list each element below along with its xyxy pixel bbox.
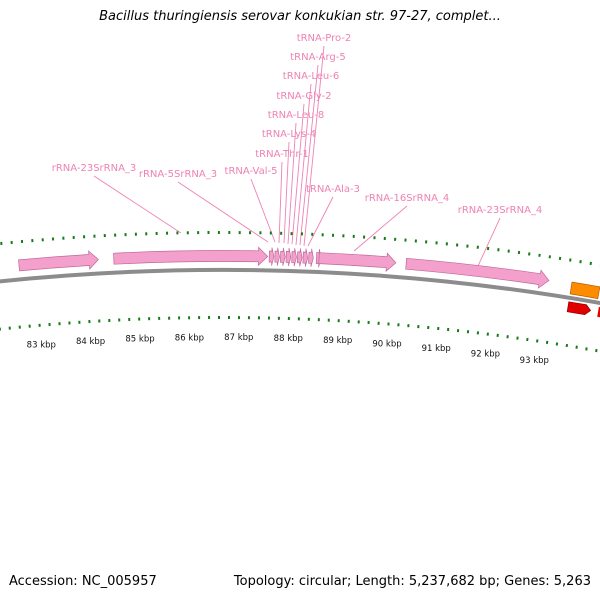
- feature-arrow: [280, 247, 286, 266]
- leader-line: [295, 83, 312, 246]
- feature-track: [18, 246, 550, 289]
- tick-label: 86 kbp: [175, 333, 204, 343]
- inner-tick: [536, 339, 539, 343]
- feature-arrow: [285, 247, 292, 267]
- feature-label: tRNA-Thr-1: [255, 149, 309, 160]
- feature-arrow: [308, 248, 314, 267]
- leader-line: [353, 205, 408, 252]
- tick-label: 90 kbp: [372, 340, 401, 350]
- inner-tick: [585, 347, 588, 351]
- leader-line: [93, 175, 182, 234]
- feature-label: tRNA-Arg-5: [290, 52, 345, 63]
- leader-line: [291, 103, 305, 245]
- leader-line: [287, 122, 297, 245]
- feature-label: rRNA-16SrRNA_4: [365, 193, 450, 204]
- leader-line: [307, 196, 334, 247]
- inner-tick: [575, 345, 578, 349]
- tick-labels: 83 kbp 84 kbp 85 kbp 86 kbp 87 kbp 88 kbp 89 k…: [27, 333, 549, 366]
- leader-line: [299, 64, 319, 246]
- cds-track: [566, 281, 600, 318]
- feature-label: rRNA-23SrRNA_3: [52, 163, 137, 174]
- map-title: Bacillus thuringiensis serovar konkukian…: [99, 9, 501, 24]
- leader-line: [303, 45, 325, 247]
- feature-label: rRNA-23SrRNA_4: [458, 205, 543, 216]
- outer-tick: [579, 260, 582, 264]
- feature-label: tRNA-Gly-2: [276, 91, 331, 102]
- inner-tick: [555, 342, 559, 346]
- tick-label: 91 kbp: [422, 344, 451, 354]
- inner-ruler: [0, 315, 598, 353]
- inner-tick: [565, 343, 569, 348]
- outer-tick: [589, 261, 592, 266]
- cds-block-orange: [569, 281, 600, 300]
- outer-tick: [558, 256, 562, 261]
- tick-label: 87 kbp: [224, 333, 253, 343]
- leader-line: [477, 217, 501, 267]
- tick-label: 89 kbp: [323, 336, 352, 346]
- feature-arrow: [268, 247, 275, 266]
- inner-tick: [595, 348, 598, 353]
- outer-tick: [528, 252, 531, 256]
- tick-label: 85 kbp: [125, 335, 154, 345]
- feature-arrow: [291, 248, 297, 267]
- outer-ruler: [0, 231, 600, 267]
- feature-arrow: [18, 250, 99, 272]
- cds-arrow-red-edge: [597, 306, 600, 318]
- tick-label: 84 kbp: [76, 337, 105, 347]
- feature-arrow: [296, 248, 303, 267]
- feature-arrow: [302, 248, 309, 267]
- tick-label: 83 kbp: [27, 341, 56, 351]
- label-leaders: [93, 45, 501, 267]
- feature-label: tRNA-Lys-4: [262, 129, 316, 140]
- feature-arrow: [318, 252, 397, 273]
- feature-arrow: [113, 246, 269, 267]
- feature-label: tRNA-Leu-6: [283, 71, 339, 82]
- feature-label: tRNA-Ala-3: [306, 184, 360, 195]
- inner-tick: [526, 337, 529, 342]
- feature-label: tRNA-Leu-8: [268, 110, 324, 121]
- feature-arrow: [405, 257, 550, 289]
- accession-label: Accession: NC_005957: [9, 574, 157, 589]
- feature-label: tRNA-Val-5: [225, 166, 278, 177]
- cds-arrow-red: [566, 301, 592, 315]
- genome-summary: Topology: circular; Length: 5,237,682 bp…: [233, 574, 591, 589]
- backbone-arc: [0, 268, 600, 306]
- leader-line: [283, 141, 290, 244]
- backbone: [0, 268, 600, 306]
- tick-label: 88 kbp: [274, 334, 303, 344]
- tick-label: 92 kbp: [471, 350, 500, 360]
- leader-line: [177, 181, 269, 243]
- tick-label: 93 kbp: [520, 356, 549, 366]
- feature-label: rRNA-5SrRNA_3: [139, 169, 217, 180]
- feature-label: tRNA-Pro-2: [297, 33, 352, 44]
- leader-line: [278, 161, 283, 244]
- feature-arrow: [274, 247, 280, 266]
